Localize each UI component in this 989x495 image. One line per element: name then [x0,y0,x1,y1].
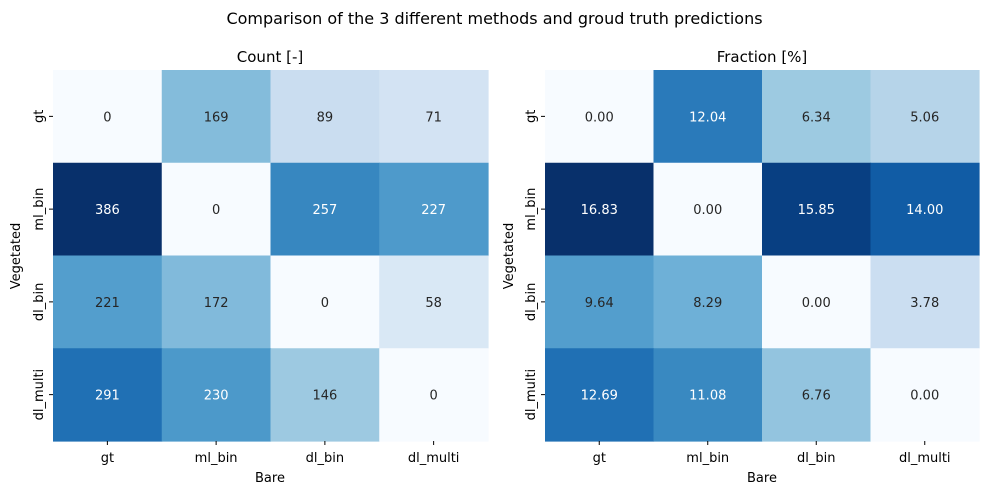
heatmap-count-x-label: Bare [255,471,285,486]
heatmap-fraction-title: Fraction [%] [717,48,808,66]
heatmap-fraction-y-label: Vegetated [502,223,517,290]
heatmap-count-cell-label: 89 [317,110,334,125]
heatmap-fraction-cell [545,162,655,257]
heatmap-count-cell [270,70,380,164]
heatmap-count-cell [53,348,163,442]
heatmap-count-cell-label: 0 [321,296,329,311]
heatmap-fraction-x-label: Bare [747,471,777,486]
heatmap-fraction-cell [762,162,872,257]
heatmap-fraction: Fraction [%] 0.00 12.04 6.34 5.06 16.83 0.00 1… [502,48,980,486]
heatmap-count-cell-label: 0 [429,389,437,404]
heatmap-count-x-tick-label: dl_bin [306,451,344,466]
heatmap-count-cell [379,255,489,349]
heatmap-count-cell-label: 0 [212,203,220,218]
heatmap-fraction-cell [653,70,763,164]
heatmap-count-y-ticks: gt ml_bin dl_bin dl_multi [32,110,53,421]
heatmap-count-x-tick-label: ml_bin [195,451,238,466]
heatmap-fraction-cell [870,255,980,349]
heatmap-count-cell [161,162,272,257]
heatmap-fraction-cell [653,348,763,442]
heatmap-fraction-cell-label: 16.83 [581,203,618,218]
heatmap-count-cell-label: 58 [425,296,442,311]
heatmap-fraction-cells: 0.00 12.04 6.34 5.06 16.83 0.00 15.85 14.00 9.64… [545,70,980,442]
heatmap-fraction-cell-label: 3.78 [910,296,939,311]
heatmap-count-cell-label: 221 [95,296,120,311]
heatmap-fraction-cell-label: 0.00 [910,389,939,404]
heatmap-fraction-cell-label: 12.69 [581,389,618,404]
heatmap-count-cell [379,70,489,164]
heatmap-count-cell [53,70,163,164]
heatmap-count-cell [270,162,380,257]
heatmap-count-cell-label: 172 [204,296,229,311]
heatmap-fraction-cell [545,348,655,442]
heatmap-fraction-cell-label: 0.00 [693,203,722,218]
heatmap-fraction-cell [653,162,763,257]
heatmap-fraction-y-tick-label: dl_bin [524,283,539,321]
heatmap-fraction-cell-label: 0.00 [585,110,614,125]
heatmap-count-cell-label: 71 [425,110,442,125]
heatmap-fraction-cell [762,348,872,442]
heatmap-count-cell-label: 386 [95,203,120,218]
heatmap-fraction-y-tick-label: gt [524,110,539,123]
heatmap-fraction-cell [545,255,655,349]
heatmap-count-title: Count [-] [237,48,303,66]
heatmap-fraction-cell-label: 6.76 [802,389,831,404]
figure-suptitle: Comparison of the 3 different methods an… [226,9,762,28]
heatmap-fraction-cell-label: 5.06 [910,110,939,125]
heatmap-count-cell [161,348,272,442]
heatmap-fraction-y-tick-label: ml_bin [524,188,539,231]
heatmap-fraction-x-tick-label: dl_bin [797,451,835,466]
heatmap-count-y-tick-label: dl_bin [32,283,47,321]
heatmap-fraction-cell [762,70,872,164]
heatmap-count-cell [53,255,163,349]
heatmap-count-y-label: Vegetated [9,223,24,290]
heatmap-fraction-x-tick-label: dl_multi [899,451,951,466]
heatmap-count-cell-label: 230 [204,389,229,404]
heatmap-fraction-y-tick-label: dl_multi [524,369,539,421]
heatmap-fraction-x-ticks: gt ml_bin dl_bin dl_multi [593,441,951,466]
heatmap-fraction-cell-label: 8.29 [693,296,722,311]
heatmap-fraction-cell [870,348,980,442]
heatmap-fraction-cell [545,70,655,164]
heatmap-count-y-tick-label: ml_bin [32,188,47,231]
heatmap-fraction-cell-label: 6.34 [802,110,831,125]
heatmap-count-x-ticks: gt ml_bin dl_bin dl_multi [101,441,460,466]
heatmap-fraction-y-ticks: gt ml_bin dl_bin dl_multi [524,110,545,421]
heatmap-count-x-tick-label: dl_multi [408,451,460,466]
heatmap-count-cell [161,70,272,164]
heatmap-count-cell [53,162,163,257]
heatmap-count: Count [-] 0 169 89 71 386 0 257 227 221 172 0 58 291… [9,48,489,486]
heatmap-fraction-cell-label: 14.00 [906,203,943,218]
heatmap-count-cell [270,348,380,442]
heatmap-fraction-cell-label: 15.85 [798,203,835,218]
heatmap-count-x-tick-label: gt [101,451,114,466]
heatmap-count-y-tick-label: dl_multi [32,369,47,421]
heatmap-count-cell [161,255,272,349]
heatmap-count-cell-label: 291 [95,389,120,404]
heatmap-count-cell-label: 0 [103,110,111,125]
heatmap-fraction-cell [870,70,980,164]
heatmap-fraction-cell [870,162,980,257]
heatmap-count-cell-label: 169 [204,110,229,125]
heatmap-fraction-cell-label: 0.00 [802,296,831,311]
heatmap-count-y-tick-label: gt [32,110,47,123]
heatmap-fraction-cell-label: 12.04 [689,110,726,125]
heatmap-fraction-x-tick-label: ml_bin [686,451,729,466]
heatmap-count-cell-label: 227 [421,203,446,218]
heatmap-fraction-cell [653,255,763,349]
heatmap-fraction-cell-label: 9.64 [585,296,614,311]
heatmap-count-cell [379,162,489,257]
heatmap-fraction-cell [762,255,872,349]
heatmap-count-cell-label: 257 [312,203,337,218]
heatmap-count-cells: 0 169 89 71 386 0 257 227 221 172 0 58 291 230 146 0 [53,70,489,442]
heatmap-count-cell [270,255,380,349]
heatmap-fraction-cell-label: 11.08 [689,389,726,404]
heatmap-count-cell [379,348,489,442]
heatmap-count-cell-label: 146 [312,389,337,404]
heatmap-fraction-x-tick-label: gt [593,451,606,466]
